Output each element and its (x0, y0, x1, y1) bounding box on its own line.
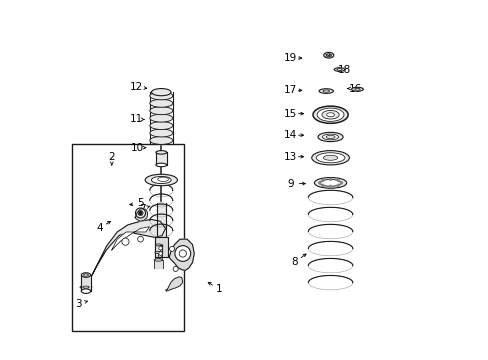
Ellipse shape (314, 177, 346, 188)
Text: 15: 15 (283, 109, 296, 119)
Ellipse shape (323, 90, 329, 92)
Circle shape (169, 246, 174, 251)
Bar (81, 275, 90, 291)
Ellipse shape (354, 88, 360, 90)
Text: 2: 2 (108, 152, 115, 162)
Circle shape (159, 246, 162, 250)
Ellipse shape (319, 180, 341, 186)
Ellipse shape (80, 285, 92, 289)
Text: 13: 13 (283, 152, 296, 162)
Circle shape (321, 179, 324, 181)
Circle shape (122, 238, 129, 245)
Text: 14: 14 (283, 130, 296, 140)
Ellipse shape (154, 259, 163, 261)
Ellipse shape (82, 286, 89, 288)
Ellipse shape (145, 174, 177, 186)
Text: 18: 18 (337, 64, 350, 75)
Ellipse shape (323, 52, 333, 58)
Circle shape (318, 182, 320, 184)
Ellipse shape (322, 134, 338, 140)
Ellipse shape (156, 163, 166, 167)
Circle shape (179, 250, 186, 257)
Circle shape (329, 185, 331, 188)
Polygon shape (169, 239, 194, 270)
Circle shape (139, 212, 142, 215)
Ellipse shape (155, 244, 162, 246)
Circle shape (321, 184, 324, 186)
Circle shape (159, 252, 162, 255)
Polygon shape (158, 244, 163, 259)
Text: 10: 10 (130, 143, 143, 153)
Circle shape (137, 236, 143, 242)
Ellipse shape (336, 69, 341, 71)
Polygon shape (165, 277, 183, 291)
Ellipse shape (311, 150, 349, 165)
Text: 19: 19 (283, 53, 296, 63)
Text: 6: 6 (159, 243, 165, 253)
Ellipse shape (135, 208, 145, 218)
Ellipse shape (83, 274, 88, 276)
Bar (155, 245, 162, 251)
Text: 17: 17 (283, 85, 296, 95)
Ellipse shape (149, 122, 172, 130)
Text: 4: 4 (96, 224, 102, 233)
Ellipse shape (149, 99, 172, 107)
Polygon shape (159, 202, 163, 205)
Text: 1: 1 (216, 284, 222, 294)
Text: 9: 9 (287, 179, 294, 189)
Circle shape (175, 246, 190, 261)
Ellipse shape (325, 135, 334, 139)
Ellipse shape (81, 273, 90, 277)
Ellipse shape (156, 150, 166, 154)
Ellipse shape (155, 252, 162, 253)
Circle shape (173, 266, 178, 271)
Polygon shape (156, 152, 166, 165)
Ellipse shape (81, 289, 90, 293)
Ellipse shape (321, 111, 339, 119)
Text: 8: 8 (291, 257, 297, 267)
Ellipse shape (317, 132, 343, 141)
Ellipse shape (351, 87, 363, 91)
Text: 16: 16 (348, 84, 362, 94)
Ellipse shape (326, 113, 334, 117)
Polygon shape (112, 226, 149, 250)
Ellipse shape (316, 153, 344, 163)
Circle shape (336, 179, 339, 181)
Ellipse shape (149, 136, 172, 144)
Text: 12: 12 (130, 82, 143, 92)
Ellipse shape (319, 89, 333, 93)
Ellipse shape (138, 211, 142, 216)
Polygon shape (155, 237, 167, 257)
Ellipse shape (158, 177, 168, 181)
Text: 11: 11 (129, 114, 142, 124)
Ellipse shape (333, 68, 344, 71)
Text: 7: 7 (139, 204, 145, 214)
Polygon shape (92, 220, 165, 275)
Ellipse shape (325, 54, 330, 57)
Text: 3: 3 (75, 299, 82, 309)
Bar (155, 252, 162, 259)
Polygon shape (157, 203, 165, 239)
Ellipse shape (312, 106, 347, 123)
Ellipse shape (149, 129, 172, 137)
Ellipse shape (151, 176, 171, 184)
Circle shape (329, 178, 331, 180)
Text: 5: 5 (137, 198, 143, 208)
Ellipse shape (149, 107, 172, 114)
Bar (154, 260, 163, 268)
FancyBboxPatch shape (72, 144, 183, 330)
Ellipse shape (151, 89, 171, 96)
Polygon shape (135, 209, 147, 221)
Ellipse shape (323, 155, 337, 160)
Circle shape (340, 182, 342, 184)
Circle shape (336, 184, 339, 186)
Ellipse shape (317, 108, 344, 121)
Ellipse shape (149, 114, 172, 122)
Ellipse shape (149, 92, 172, 100)
